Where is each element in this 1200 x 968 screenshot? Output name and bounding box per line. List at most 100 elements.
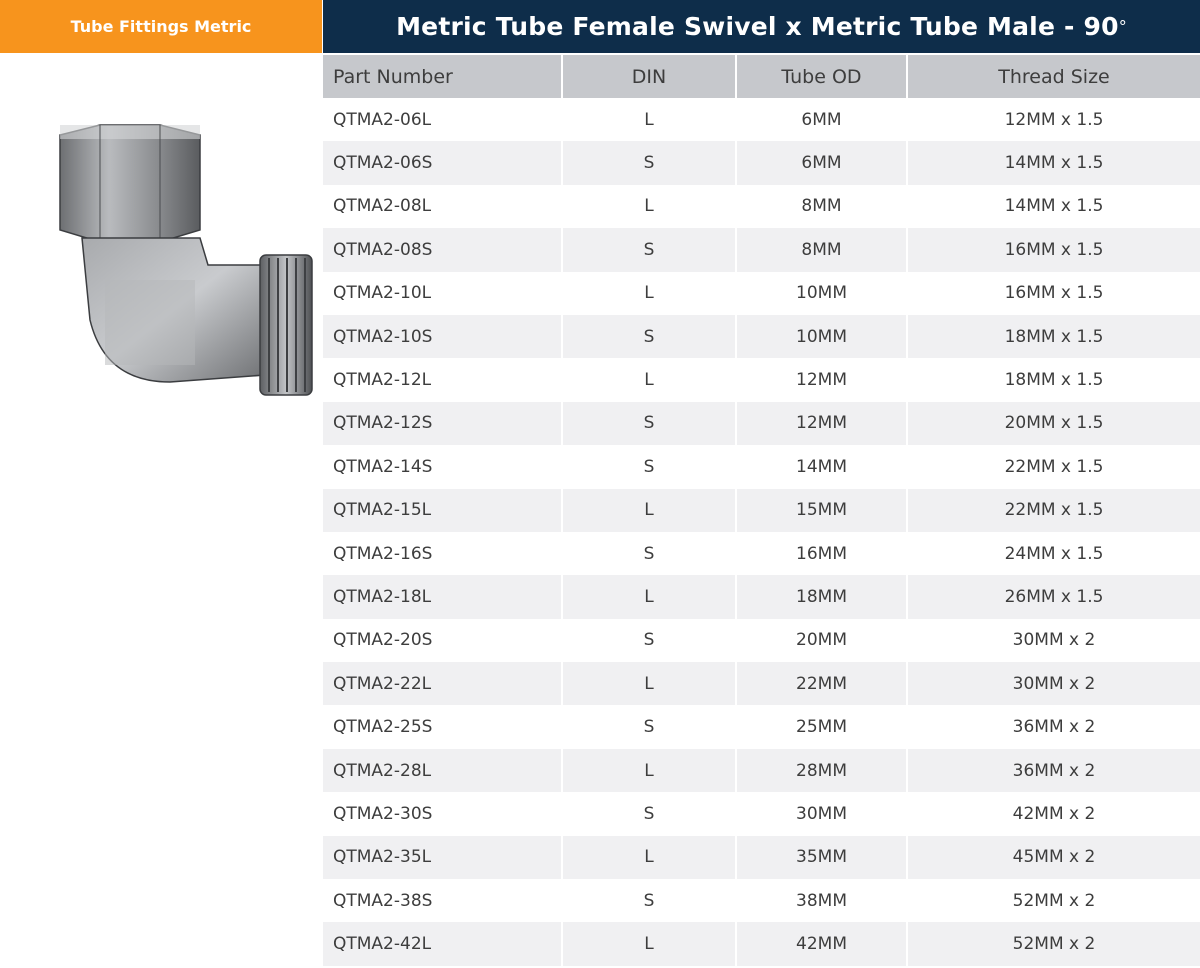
din-cell: S bbox=[562, 792, 737, 836]
part-number-cell: QTMA2-35L bbox=[323, 835, 563, 880]
tube-od-cell: 28MM bbox=[736, 748, 908, 793]
category-tab[interactable]: Tube Fittings Metric bbox=[0, 0, 322, 53]
din-cell: L bbox=[562, 662, 737, 706]
table-row: QTMA2-12L L 12MM 18MM x 1.5 bbox=[323, 358, 1200, 402]
part-number-cell: QTMA2-30S bbox=[323, 792, 563, 836]
thread-size-cell: 30MM x 2 bbox=[907, 662, 1200, 706]
part-number-cell: QTMA2-12S bbox=[323, 401, 563, 446]
tube-od-cell: 25MM bbox=[736, 705, 908, 749]
part-number-cell: QTMA2-14S bbox=[323, 445, 563, 489]
thread-size-cell: 36MM x 2 bbox=[907, 705, 1200, 749]
category-tab-label: Tube Fittings Metric bbox=[70, 17, 252, 36]
tube-od-cell: 10MM bbox=[736, 314, 908, 359]
thread-size-cell: 16MM x 1.5 bbox=[907, 271, 1200, 315]
din-cell: S bbox=[562, 705, 737, 749]
thread-size-cell: 20MM x 1.5 bbox=[907, 401, 1200, 446]
tube-od-cell: 16MM bbox=[736, 531, 908, 576]
thread-size-cell: 18MM x 1.5 bbox=[907, 358, 1200, 402]
din-cell: S bbox=[562, 141, 737, 185]
tube-od-cell: 42MM bbox=[736, 922, 908, 966]
thread-size-cell: 12MM x 1.5 bbox=[907, 98, 1200, 142]
part-number-cell: QTMA2-08S bbox=[323, 228, 563, 272]
tube-od-cell: 6MM bbox=[736, 141, 908, 185]
thread-size-cell: 24MM x 1.5 bbox=[907, 531, 1200, 576]
part-number-cell: QTMA2-08L bbox=[323, 184, 563, 229]
tube-od-cell: 14MM bbox=[736, 445, 908, 489]
tube-od-cell: 12MM bbox=[736, 401, 908, 446]
page-title: Metric Tube Female Swivel x Metric Tube … bbox=[396, 12, 1119, 41]
din-cell: L bbox=[562, 922, 737, 966]
din-cell: L bbox=[562, 748, 737, 793]
thread-size-cell: 30MM x 2 bbox=[907, 618, 1200, 663]
part-number-cell: QTMA2-22L bbox=[323, 662, 563, 706]
din-cell: S bbox=[562, 531, 737, 576]
column-header-thread-size: Thread Size bbox=[907, 55, 1200, 98]
part-number-cell: QTMA2-38S bbox=[323, 879, 563, 923]
tube-od-cell: 6MM bbox=[736, 98, 908, 142]
din-cell: L bbox=[562, 184, 737, 229]
table-row: QTMA2-35L L 35MM 45MM x 2 bbox=[323, 835, 1200, 880]
thread-size-cell: 22MM x 1.5 bbox=[907, 488, 1200, 532]
table-row: QTMA2-10L L 10MM 16MM x 1.5 bbox=[323, 271, 1200, 315]
part-number-cell: QTMA2-20S bbox=[323, 618, 563, 663]
thread-size-cell: 52MM x 2 bbox=[907, 879, 1200, 923]
tube-od-cell: 22MM bbox=[736, 662, 908, 706]
table-row: QTMA2-18L L 18MM 26MM x 1.5 bbox=[323, 575, 1200, 619]
part-number-cell: QTMA2-42L bbox=[323, 922, 563, 966]
tube-od-cell: 8MM bbox=[736, 228, 908, 272]
thread-size-cell: 42MM x 2 bbox=[907, 792, 1200, 836]
thread-size-cell: 36MM x 2 bbox=[907, 748, 1200, 793]
table-row: QTMA2-28L L 28MM 36MM x 2 bbox=[323, 748, 1200, 793]
table-row: QTMA2-16S S 16MM 24MM x 1.5 bbox=[323, 531, 1200, 576]
table-row: QTMA2-22L L 22MM 30MM x 2 bbox=[323, 662, 1200, 706]
table-row: QTMA2-25S S 25MM 36MM x 2 bbox=[323, 705, 1200, 749]
table-row: QTMA2-10S S 10MM 18MM x 1.5 bbox=[323, 314, 1200, 359]
part-number-cell: QTMA2-18L bbox=[323, 575, 563, 619]
tube-od-cell: 12MM bbox=[736, 358, 908, 402]
tube-od-cell: 10MM bbox=[736, 271, 908, 315]
column-header-din: DIN bbox=[562, 55, 737, 98]
tube-od-cell: 15MM bbox=[736, 488, 908, 532]
table-header-row: Part Number DIN Tube OD Thread Size bbox=[323, 55, 1200, 98]
din-cell: L bbox=[562, 358, 737, 402]
table-row: QTMA2-08L L 8MM 14MM x 1.5 bbox=[323, 184, 1200, 229]
thread-size-cell: 16MM x 1.5 bbox=[907, 228, 1200, 272]
part-number-cell: QTMA2-15L bbox=[323, 488, 563, 532]
thread-size-cell: 45MM x 2 bbox=[907, 835, 1200, 880]
tube-od-cell: 35MM bbox=[736, 835, 908, 880]
din-cell: S bbox=[562, 228, 737, 272]
din-cell: L bbox=[562, 271, 737, 315]
tube-od-cell: 18MM bbox=[736, 575, 908, 619]
page-title-bar: Metric Tube Female Swivel x Metric Tube … bbox=[323, 0, 1200, 53]
part-number-cell: QTMA2-28L bbox=[323, 748, 563, 793]
elbow-fitting-image bbox=[59, 124, 313, 396]
din-cell: S bbox=[562, 445, 737, 489]
din-cell: S bbox=[562, 879, 737, 923]
tube-od-cell: 20MM bbox=[736, 618, 908, 663]
table-row: QTMA2-15L L 15MM 22MM x 1.5 bbox=[323, 488, 1200, 532]
tube-od-cell: 30MM bbox=[736, 792, 908, 836]
part-number-cell: QTMA2-10S bbox=[323, 314, 563, 359]
part-number-cell: QTMA2-12L bbox=[323, 358, 563, 402]
part-number-cell: QTMA2-16S bbox=[323, 531, 563, 576]
part-number-cell: QTMA2-06S bbox=[323, 141, 563, 185]
table-row: QTMA2-42L L 42MM 52MM x 2 bbox=[323, 922, 1200, 966]
thread-size-cell: 14MM x 1.5 bbox=[907, 141, 1200, 185]
table-row: QTMA2-38S S 38MM 52MM x 2 bbox=[323, 879, 1200, 923]
table-row: QTMA2-30S S 30MM 42MM x 2 bbox=[323, 792, 1200, 836]
thread-size-cell: 26MM x 1.5 bbox=[907, 575, 1200, 619]
thread-size-cell: 22MM x 1.5 bbox=[907, 445, 1200, 489]
din-cell: S bbox=[562, 401, 737, 446]
table-row: QTMA2-20S S 20MM 30MM x 2 bbox=[323, 618, 1200, 663]
table-body: QTMA2-06L L 6MM 12MM x 1.5 QTMA2-06S S 6MM 14M… bbox=[323, 98, 1200, 966]
column-header-tube-od: Tube OD bbox=[736, 55, 908, 98]
part-number-cell: QTMA2-10L bbox=[323, 271, 563, 315]
degree-symbol: ° bbox=[1118, 17, 1127, 36]
din-cell: L bbox=[562, 835, 737, 880]
din-cell: S bbox=[562, 618, 737, 663]
tube-od-cell: 8MM bbox=[736, 184, 908, 229]
din-cell: S bbox=[562, 314, 737, 359]
part-number-cell: QTMA2-06L bbox=[323, 98, 563, 142]
din-cell: L bbox=[562, 98, 737, 142]
column-header-part-number: Part Number bbox=[323, 55, 563, 98]
